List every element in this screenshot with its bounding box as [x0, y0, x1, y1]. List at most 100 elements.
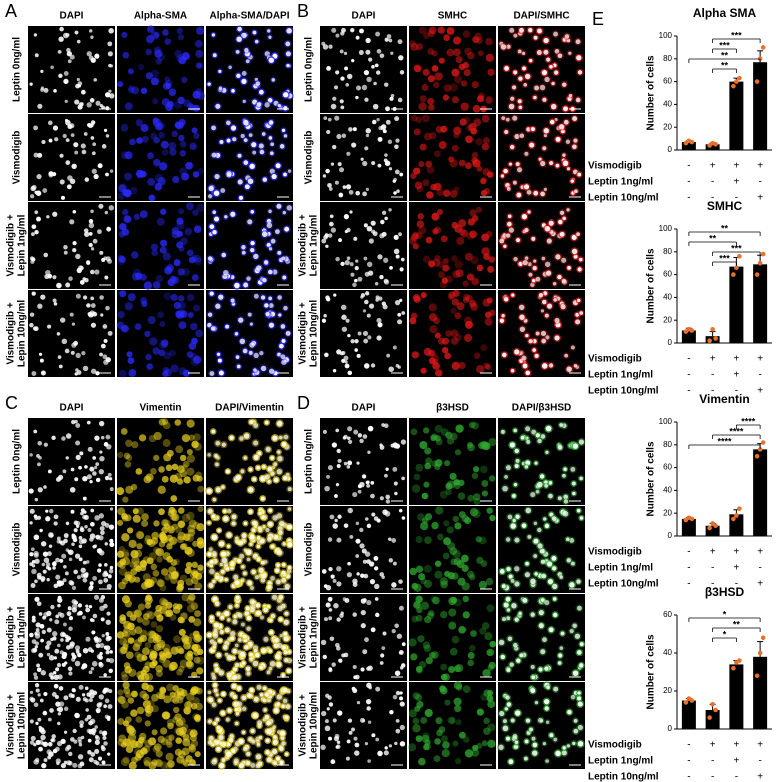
- cell-stain: [477, 50, 484, 57]
- cell-nucleus: [397, 39, 403, 45]
- cell-nucleus: [531, 675, 536, 680]
- cell-stain: [428, 651, 436, 659]
- cell-stain: [193, 618, 202, 627]
- cell-nucleus: [103, 570, 108, 575]
- cell-nucleus: [105, 636, 111, 642]
- cell-nucleus: [48, 544, 53, 548]
- cell-stain: [136, 616, 143, 623]
- cell-nucleus: [355, 538, 361, 544]
- cell-nucleus: [240, 469, 245, 474]
- cell-nucleus: [242, 661, 246, 665]
- cell-nucleus: [507, 221, 512, 227]
- cell-nucleus: [376, 48, 382, 54]
- cell-stain: [438, 337, 446, 345]
- cell-stain: [117, 696, 126, 704]
- cell-nucleus: [277, 605, 283, 612]
- cell-nucleus: [360, 293, 366, 298]
- data-point: [757, 447, 763, 452]
- cell-nucleus: [34, 53, 39, 58]
- cell-stain: [467, 443, 475, 452]
- cell-stain: [124, 302, 133, 311]
- cell-stain: [131, 251, 139, 259]
- cell-nucleus: [85, 604, 89, 608]
- cell-nucleus: [345, 83, 350, 87]
- cell-nucleus: [549, 161, 554, 166]
- cell-stain: [172, 175, 180, 184]
- cell-nucleus: [341, 326, 348, 332]
- cell-nucleus: [98, 468, 105, 475]
- cell-nucleus: [35, 641, 39, 646]
- cell-nucleus: [346, 739, 351, 744]
- cell-nucleus: [207, 322, 212, 328]
- cell-nucleus: [98, 662, 104, 668]
- cell-nucleus: [346, 73, 353, 80]
- cell-nucleus: [211, 125, 216, 131]
- cell-nucleus: [323, 116, 328, 121]
- cell-nucleus: [326, 474, 330, 479]
- cell-nucleus: [347, 718, 353, 723]
- cell-nucleus: [235, 603, 239, 608]
- cell-nucleus: [328, 44, 333, 49]
- cell-nucleus: [388, 38, 393, 43]
- cell-stain: [158, 418, 166, 426]
- cell-nucleus: [354, 278, 358, 283]
- cell-nucleus: [40, 734, 46, 741]
- cell-nucleus: [68, 693, 74, 698]
- cell-nucleus: [207, 719, 212, 724]
- cell-nucleus: [256, 557, 261, 562]
- cell-nucleus: [393, 234, 399, 240]
- cell-nucleus: [382, 304, 388, 310]
- cell-stain: [486, 694, 494, 702]
- cell-nucleus: [368, 57, 373, 62]
- cell-nucleus: [79, 720, 85, 726]
- cell-nucleus: [207, 312, 213, 317]
- cell-nucleus: [328, 233, 333, 238]
- cell-nucleus: [71, 542, 75, 547]
- cell-nucleus: [63, 730, 68, 734]
- cell-nucleus: [208, 735, 214, 741]
- cell-nucleus: [521, 523, 527, 528]
- cell-stain: [449, 647, 458, 656]
- cell-nucleus: [268, 136, 273, 140]
- cell-nucleus: [207, 453, 211, 457]
- cell-stain: [123, 452, 131, 460]
- cell-stain: [190, 358, 199, 367]
- cell-nucleus: [540, 434, 546, 439]
- cell-nucleus: [341, 314, 347, 320]
- cell-nucleus: [87, 750, 92, 755]
- cell-nucleus: [269, 618, 273, 623]
- cell-stain: [191, 671, 198, 679]
- cell-nucleus: [104, 275, 109, 280]
- cell-nucleus: [66, 184, 72, 190]
- cell-nucleus: [82, 577, 88, 583]
- cell-nucleus: [37, 717, 42, 722]
- cell-nucleus: [238, 763, 245, 769]
- cell-stain: [194, 40, 203, 48]
- cell-nucleus: [539, 548, 545, 554]
- cell-stain: [459, 731, 466, 739]
- cell-stain: [415, 735, 423, 743]
- cell-nucleus: [395, 718, 400, 723]
- cell-nucleus: [213, 190, 220, 196]
- condition-sign: -: [687, 772, 690, 782]
- column-header: DAPI/Vimentin: [215, 403, 284, 414]
- cell-nucleus: [243, 645, 249, 650]
- cell-stain: [128, 761, 137, 770]
- cell-stain: [443, 34, 450, 42]
- cell-nucleus: [505, 182, 510, 188]
- cell-stain: [144, 330, 151, 338]
- cell-nucleus: [518, 611, 522, 615]
- cell-nucleus: [576, 55, 582, 61]
- cell-nucleus: [77, 754, 84, 760]
- condition-label: Leptin 10ng/ml: [588, 386, 659, 397]
- cell-stain: [432, 596, 440, 605]
- cell-nucleus: [267, 98, 273, 103]
- cell-nucleus: [81, 693, 86, 697]
- cell-nucleus: [527, 534, 532, 539]
- cell-nucleus: [57, 603, 61, 608]
- cell-stain: [178, 245, 185, 252]
- cell-nucleus: [236, 36, 242, 42]
- y-tick-label: 60: [663, 463, 672, 472]
- cell-stain: [196, 667, 204, 675]
- cell-nucleus: [29, 453, 33, 457]
